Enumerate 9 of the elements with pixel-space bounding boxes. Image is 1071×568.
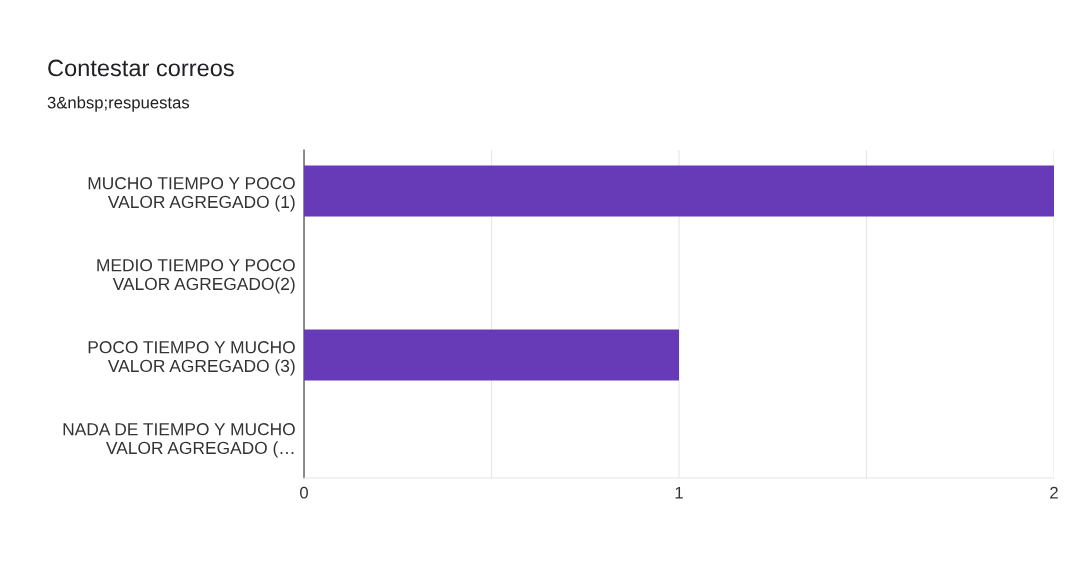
y-tick-label: NADA DE TIEMPO Y MUCHO VALOR AGREGADO (…: [63, 423, 295, 458]
chart-title: Contestar correos: [48, 59, 234, 77]
y-tick-label: MUCHO TIEMPO Y POCO VALOR AGREGADO (1): [88, 177, 295, 212]
y-tick-label: MEDIO TIEMPO Y POCO VALOR AGREGADO(2): [97, 259, 295, 294]
y-tick-label: POCO TIEMPO Y MUCHO VALOR AGREGADO (3): [88, 341, 295, 376]
text: 3&nbsp;respuestas: [47, 96, 190, 112]
x-tick-label: 1: [675, 486, 683, 499]
x-tick-label: 0: [300, 486, 308, 499]
x-tick-label: 2: [1050, 486, 1058, 499]
